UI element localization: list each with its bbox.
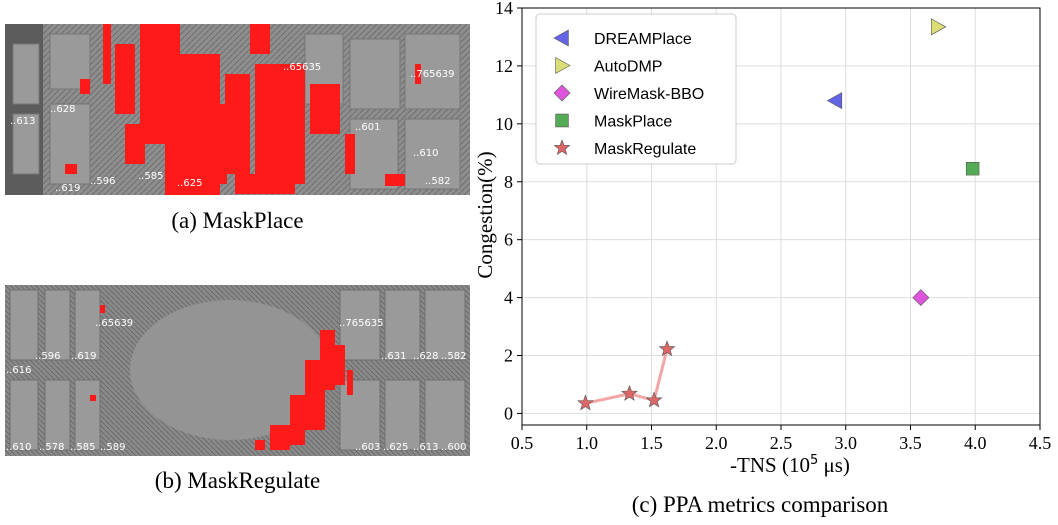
cell-label: ..619 xyxy=(55,183,80,194)
y-tick-label: 6 xyxy=(504,230,513,250)
legend-marker xyxy=(555,113,569,128)
caption-maskplace: (a) MaskPlace xyxy=(171,208,304,233)
cell-label: ..619 xyxy=(71,351,96,362)
legend-marker xyxy=(553,139,571,156)
cell-label: ..613 xyxy=(413,442,438,453)
cell-label: ..610 xyxy=(413,148,438,159)
cell-label: ..589 xyxy=(100,442,125,453)
x-tick-label: 1.5 xyxy=(640,433,663,453)
legend-label: MaskRegulate xyxy=(594,141,696,158)
legend-marker xyxy=(553,29,569,47)
cell-label: ..600 xyxy=(441,442,466,453)
cell-label: ..628 xyxy=(413,351,438,362)
legend-marker xyxy=(555,56,571,75)
maskregulate-layout-image xyxy=(5,285,470,456)
cell-label: ..613 xyxy=(10,116,35,127)
maskregulate-point xyxy=(577,394,594,411)
cell-label: ..585 xyxy=(70,442,95,453)
y-axis-title: Congestion(%) xyxy=(473,151,497,278)
cell-label: ..603 xyxy=(355,442,380,453)
x-tick-label: 4.5 xyxy=(1029,433,1052,453)
cell-label: ..610 xyxy=(6,442,31,453)
cell-label: ..578 xyxy=(39,442,64,453)
maskregulate-layout-svg xyxy=(5,285,470,456)
y-tick-label: 2 xyxy=(504,346,513,366)
cell-label: ..628 xyxy=(50,104,75,115)
x-axis-title: -TNS (105 μs) xyxy=(730,453,850,477)
y-tick-label: 4 xyxy=(504,288,513,308)
ppa-scatter-chart: 0.5 1.0 1.5 2.0 2.5 3.0 3.5 4.0 4.5 0 2 4 6 8 10 12 14 D… xyxy=(473,0,1051,477)
x-tick-label: 3.5 xyxy=(899,433,922,453)
legend-label: MaskPlace xyxy=(594,114,672,131)
x-tick-label: 3.0 xyxy=(835,433,858,453)
maskplace-point xyxy=(965,162,980,176)
cell-label: ..625 xyxy=(177,178,202,189)
y-tick-label: 14 xyxy=(495,0,513,18)
cell-label: ..65639 xyxy=(95,318,133,329)
wiremask-bbo-point xyxy=(912,289,930,307)
maskplace-layout-image xyxy=(5,24,470,195)
y-tick-label: 12 xyxy=(495,56,513,76)
maskplace-layout-svg xyxy=(5,24,470,195)
cell-label: ..65635 xyxy=(283,62,321,73)
cell-label: ..596 xyxy=(35,351,60,362)
dreamplace-point xyxy=(826,92,843,110)
cell-label: ..765639 xyxy=(410,69,455,80)
axes xyxy=(517,7,1041,430)
cell-label: ..596 xyxy=(90,176,115,187)
x-tick-label: 0.5 xyxy=(511,433,534,453)
legend-label: WireMask-BBO xyxy=(594,86,704,103)
plot-frame xyxy=(521,7,1041,426)
maskregulate-point xyxy=(658,340,676,357)
cell-label: ..616 xyxy=(6,365,31,376)
x-tick-label: 4.0 xyxy=(964,433,987,453)
y-tick-label: 10 xyxy=(495,114,513,134)
cell-label: ..582 xyxy=(425,176,450,187)
legend-label: DREAMPlace xyxy=(594,31,692,48)
cell-label: ..625 xyxy=(383,442,408,453)
caption-ppa: (c) PPA metrics comparison xyxy=(631,492,889,517)
data-series xyxy=(577,18,980,411)
maskregulate-cell-labels: ..65639 ..765635 ..596 ..619 ..631 ..628… xyxy=(6,318,466,453)
cell-label: ..582 xyxy=(441,351,466,362)
legend-label: AutoDMP xyxy=(594,59,662,76)
cell-label: ..601 xyxy=(355,122,380,133)
y-tick-label: 8 xyxy=(504,172,513,192)
x-tick-label: 2.5 xyxy=(770,433,793,453)
legend: DREAMPlace AutoDMP WireMask-BBO MaskPlace Ma… xyxy=(535,13,737,165)
maskregulate-line xyxy=(585,348,669,405)
autodmp-point xyxy=(930,18,947,36)
maskregulate-point xyxy=(621,384,638,401)
cell-label: ..585 xyxy=(138,171,163,182)
x-tick-label: 2.0 xyxy=(705,433,728,453)
maskregulate-point xyxy=(645,391,663,408)
cell-label: ..631 xyxy=(381,351,406,362)
cell-label: ..765635 xyxy=(339,318,384,329)
y-tick-label: 0 xyxy=(504,403,513,423)
caption-maskregulate: (b) MaskRegulate xyxy=(154,468,321,493)
tick-labels: 0.5 1.0 1.5 2.0 2.5 3.0 3.5 4.0 4.5 0 2 4 6 8 10 12 14 xyxy=(495,0,1051,453)
x-tick-label: 1.0 xyxy=(576,433,599,453)
legend-marker xyxy=(553,84,571,102)
legend-box xyxy=(535,13,737,165)
maskplace-cell-labels: ..613 ..628 ..65635 ..765639 ..601 ..610… xyxy=(10,62,455,194)
